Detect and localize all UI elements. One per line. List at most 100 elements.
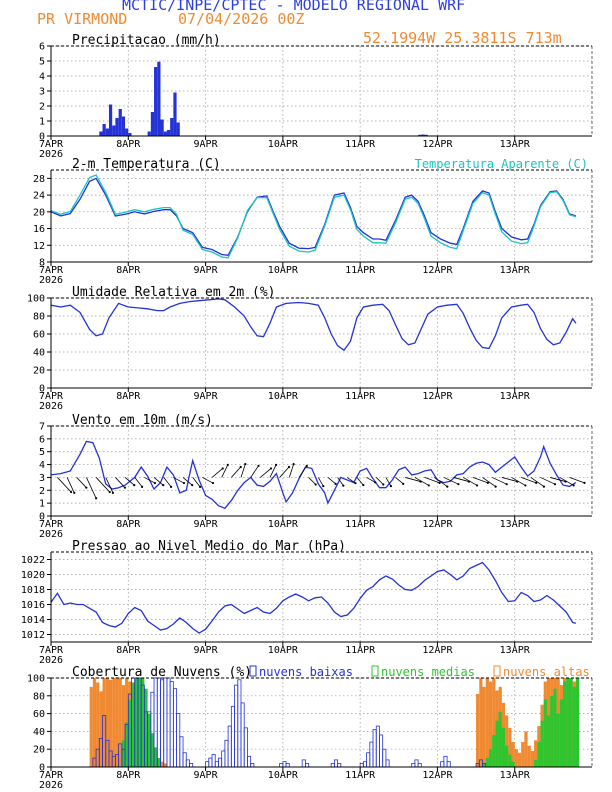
y-tick-label: 1014: [21, 615, 45, 626]
wind-barb-head: [221, 467, 224, 470]
wind-barb-head: [486, 481, 489, 485]
y-tick-label: 1016: [21, 600, 45, 611]
wind-barb: [443, 477, 459, 485]
bar-nuvens-baixas: [185, 759, 190, 768]
wind-barb-head: [438, 481, 441, 485]
legend-label: nuvens altas: [503, 665, 590, 679]
panel-6: 0 20 40 60 80 100 7APR 8APR 9APR 10APR 11APR 12APR 1…: [27, 665, 593, 791]
wind-barb: [385, 477, 392, 487]
x-tick-label: 13APR: [500, 645, 531, 656]
bar-nuvens-altas: [485, 678, 489, 767]
bar-nuvens-baixas: [359, 763, 364, 768]
bar-nuvens-altas: [492, 678, 496, 767]
wind-barb-head: [342, 484, 345, 487]
x-tick-label: 10APR: [268, 645, 299, 656]
y-tick-label: 1: [39, 499, 45, 510]
bar-precipitacao: [176, 122, 180, 136]
bar-nuvens-medias: [157, 758, 161, 767]
wind-barb-head: [427, 484, 430, 487]
wind-barb-head: [169, 485, 173, 488]
wind-barb-head: [111, 491, 115, 494]
bar-nuvens-medias: [488, 749, 493, 767]
chart-title: MCTIC/INPE/CPTEC - MODELO REGIONAL WRF: [122, 0, 466, 14]
y-tick-label: 80: [33, 312, 45, 323]
wind-barb: [472, 477, 489, 484]
x-tick-label: 13APR: [500, 519, 531, 530]
bar-nuvens-medias: [492, 734, 496, 767]
x-tick-label: 11APR: [345, 391, 376, 402]
bar-nuvens-medias: [559, 699, 564, 767]
bar-nuvens-altas: [527, 745, 531, 767]
y-tick-label: 1012: [21, 630, 45, 641]
wind-barb-head: [553, 483, 557, 486]
legend-apparent-temperature: Temperatura Aparente (C): [415, 157, 588, 171]
x-tick-label: 7APR: [39, 265, 64, 276]
bar-nuvens-altas: [524, 731, 528, 767]
wind-barb-head: [524, 484, 527, 487]
bar-precipitacao: [154, 67, 158, 136]
bar-nuvens-baixas: [279, 763, 284, 768]
wind-barb: [347, 477, 356, 484]
wind-barb-head: [287, 465, 291, 469]
bar-nuvens-baixas: [375, 725, 380, 768]
panel-title: Precipitacao (mm/h): [72, 33, 221, 48]
x-tick-label: 7APR: [39, 770, 64, 781]
bar-nuvens-medias: [495, 720, 499, 767]
bar-precipitacao: [424, 134, 428, 136]
bar-nuvens-medias: [508, 754, 512, 767]
panel-title: 2-m Temperatura (C): [72, 157, 221, 172]
bar-nuvens-altas: [476, 694, 480, 767]
wind-barb-head: [182, 481, 186, 485]
bar-nuvens-medias: [575, 678, 580, 767]
bar-nuvens-medias: [534, 759, 538, 767]
panel-4: 0 1 2 3 4 5 67 7APR 8APR 9APR 10APR 11APR 12APR 13APR…: [39, 413, 593, 540]
y-tick-label: 0: [39, 763, 45, 774]
bar-nuvens-medias: [128, 700, 132, 767]
bar-precipitacao: [157, 61, 161, 136]
bar-nuvens-baixas: [379, 734, 384, 768]
bar-nuvens-baixas: [237, 679, 242, 768]
bar-nuvens-baixas: [243, 727, 248, 768]
wind-barb: [221, 464, 229, 478]
wind-barb: [288, 463, 295, 478]
bar-nuvens-altas: [102, 678, 106, 767]
panel-2: 8 12 16 20 24 28 7APR 8APR 9APR 10APR 11APR 12APR 13…: [33, 157, 593, 286]
wind-barb: [317, 477, 324, 487]
bar-nuvens-baixas: [337, 763, 342, 768]
wind-barb: [279, 466, 290, 478]
bar-nuvens-baixas: [446, 761, 451, 768]
wind-barb: [211, 468, 223, 478]
x-tick-label: 11APR: [345, 139, 376, 150]
y-tick-label: 6: [39, 434, 45, 445]
wind-barb: [115, 477, 126, 488]
y-tick-label: 0: [39, 384, 45, 395]
bar-nuvens-altas: [108, 679, 113, 767]
wind-barb-head: [457, 483, 460, 486]
wind-barb: [76, 477, 87, 488]
x-year-label: 2026: [39, 275, 63, 286]
y-tick-label: 20: [33, 207, 45, 218]
wind-barb: [192, 477, 201, 488]
wind-barb: [375, 477, 384, 485]
wind-barb: [453, 477, 470, 482]
bar-nuvens-medias: [563, 681, 567, 767]
bar-precipitacao: [170, 118, 174, 136]
wind-barb: [202, 477, 214, 484]
y-tick-label: 60: [33, 709, 45, 720]
wind-barb-head: [162, 484, 165, 487]
bar-nuvens-medias: [572, 686, 576, 767]
y-tick-label: 0: [39, 132, 45, 143]
line-Temperatura-Aparente: [50, 174, 577, 259]
x-year-label: 2026: [39, 780, 63, 791]
bar-nuvens-medias: [498, 711, 502, 767]
x-tick-label: 11APR: [345, 519, 376, 530]
y-tick-label: 2: [39, 486, 45, 497]
wind-barb-head: [153, 481, 157, 485]
bar-nuvens-baixas: [211, 754, 216, 768]
y-tick-label: 4: [39, 460, 45, 471]
bar-nuvens-medias: [131, 682, 135, 767]
bar-nuvens-baixas: [163, 677, 168, 768]
y-tick-label: 8: [39, 258, 45, 269]
wind-barb-head: [382, 483, 385, 486]
wind-barb: [530, 477, 545, 487]
